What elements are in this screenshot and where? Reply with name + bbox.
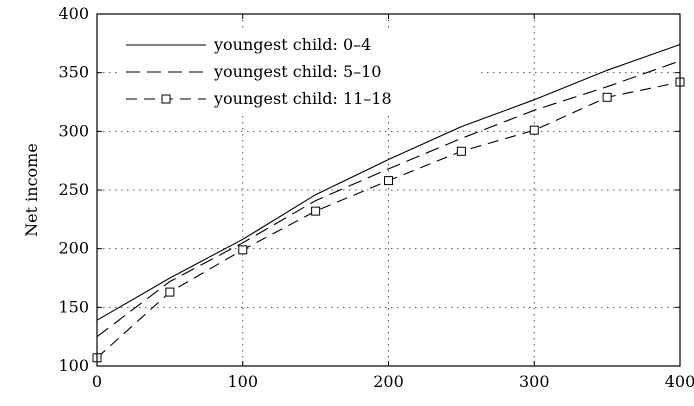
series-marker-3 — [311, 206, 321, 216]
legend-label-1: youngest child: 0–4 — [213, 35, 371, 54]
y-tick-label: 100 — [58, 356, 89, 375]
series-marker-3 — [456, 146, 466, 156]
series-line-1 — [96, 43, 681, 321]
y-tick-label: 350 — [58, 63, 89, 82]
y-axis-title: Net income — [22, 143, 41, 237]
x-tick-label: 400 — [665, 372, 694, 391]
series-marker-3 — [165, 287, 175, 297]
series-marker-3 — [529, 125, 539, 135]
legend: youngest child: 0–4 youngest child: 5–10 y… — [118, 28, 480, 114]
series-line-2 — [96, 60, 681, 338]
legend-label-2: youngest child: 5–10 — [213, 62, 381, 81]
legend-box — [118, 28, 480, 114]
x-tick-label: 100 — [227, 372, 258, 391]
y-tick-label: 250 — [58, 180, 89, 199]
series-marker-3 — [384, 176, 393, 186]
series-marker-3 — [602, 92, 612, 102]
x-tick-label: 0 — [92, 372, 102, 391]
y-tick-label: 200 — [58, 239, 89, 258]
legend-marker-3 — [161, 94, 171, 104]
y-tick-label: 400 — [58, 4, 89, 23]
series-marker-3 — [238, 245, 248, 255]
x-tick-label: 300 — [519, 372, 550, 391]
axis-ticks — [96, 13, 681, 367]
legend-label-3: youngest child: 11–18 — [213, 89, 392, 108]
y-tick-label: 300 — [58, 121, 89, 140]
x-tick-label: 200 — [373, 372, 404, 391]
y-tick-label: 150 — [58, 297, 89, 316]
